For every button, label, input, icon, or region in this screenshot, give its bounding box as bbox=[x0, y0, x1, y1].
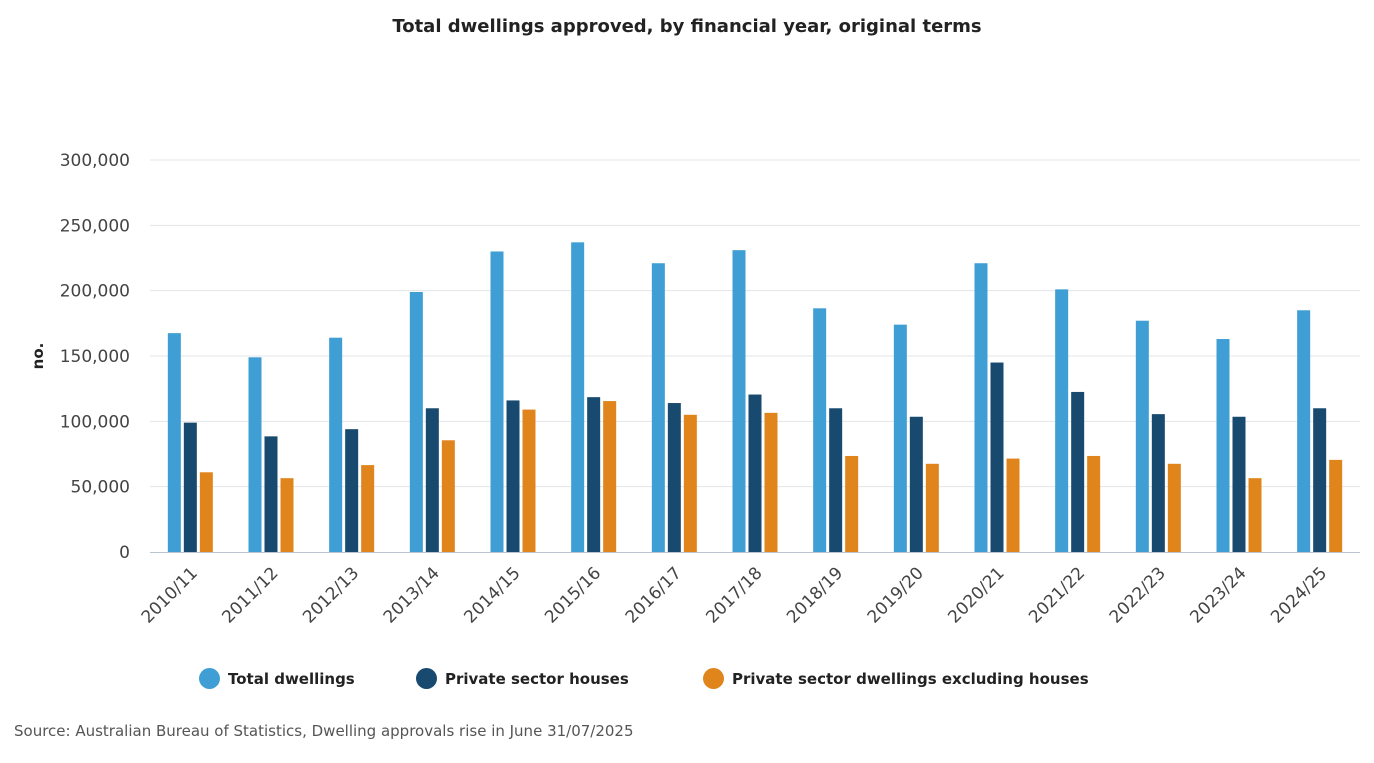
bar-private-sector-dwellings-excluding-houses-2021-22[interactable] bbox=[1087, 455, 1101, 552]
x-tick-label: 2010/11 bbox=[138, 563, 202, 627]
bar-total-dwellings-2013-14[interactable] bbox=[409, 291, 423, 552]
y-tick-label: 50,000 bbox=[71, 478, 130, 498]
bar-private-sector-houses-2020-21[interactable] bbox=[990, 362, 1004, 552]
x-tick-label: 2020/21 bbox=[944, 563, 1008, 627]
legend-item-private-sector-excluding-houses[interactable]: Private sector dwellings excluding house… bbox=[703, 668, 1089, 689]
x-tick-label: 2018/19 bbox=[783, 563, 847, 627]
x-tick-label: 2012/13 bbox=[299, 563, 363, 627]
bar-total-dwellings-2015-16[interactable] bbox=[571, 242, 585, 552]
bar-private-sector-dwellings-excluding-houses-2015-16[interactable] bbox=[603, 401, 617, 552]
bar-private-sector-houses-2021-22[interactable] bbox=[1071, 391, 1085, 552]
bar-private-sector-dwellings-excluding-houses-2017-18[interactable] bbox=[764, 412, 778, 552]
x-tick-label: 2021/22 bbox=[1025, 563, 1089, 627]
bar-private-sector-houses-2011-12[interactable] bbox=[264, 436, 278, 552]
x-tick-label: 2019/20 bbox=[864, 563, 928, 627]
bar-private-sector-dwellings-excluding-houses-2012-13[interactable] bbox=[361, 465, 375, 552]
bar-private-sector-houses-2022-23[interactable] bbox=[1151, 414, 1165, 552]
y-tick-label: 100,000 bbox=[60, 412, 130, 432]
bar-total-dwellings-2016-17[interactable] bbox=[651, 263, 665, 552]
bar-private-sector-houses-2016-17[interactable] bbox=[667, 403, 681, 552]
bar-total-dwellings-2020-21[interactable] bbox=[974, 263, 988, 552]
bars bbox=[167, 242, 1343, 552]
y-axis-ticks: 0 50,000 100,000 150,000 200,000 250,000 300,0… bbox=[60, 151, 130, 563]
y-axis-label: no. bbox=[29, 343, 47, 370]
bar-private-sector-houses-2023-24[interactable] bbox=[1232, 416, 1246, 552]
bar-private-sector-dwellings-excluding-houses-2020-21[interactable] bbox=[1006, 458, 1020, 552]
y-tick-label: 0 bbox=[119, 543, 130, 563]
bar-private-sector-houses-2018-19[interactable] bbox=[829, 408, 843, 552]
bar-private-sector-dwellings-excluding-houses-2018-19[interactable] bbox=[845, 455, 859, 552]
bar-total-dwellings-2011-12[interactable] bbox=[248, 357, 262, 552]
chart-title: Total dwellings approved, by financial y… bbox=[392, 16, 982, 37]
x-tick-label: 2013/14 bbox=[380, 563, 444, 627]
legend-label: Private sector houses bbox=[445, 669, 629, 688]
bar-private-sector-houses-2012-13[interactable] bbox=[345, 429, 359, 552]
bar-total-dwellings-2023-24[interactable] bbox=[1216, 339, 1230, 552]
bar-private-sector-houses-2019-20[interactable] bbox=[909, 416, 923, 552]
bar-private-sector-houses-2024-25[interactable] bbox=[1313, 408, 1327, 552]
bar-total-dwellings-2022-23[interactable] bbox=[1135, 320, 1149, 552]
x-tick-label: 2015/16 bbox=[541, 563, 605, 627]
bar-private-sector-dwellings-excluding-houses-2019-20[interactable] bbox=[925, 463, 939, 552]
bar-private-sector-houses-2010-11[interactable] bbox=[183, 422, 197, 552]
x-axis-ticks: 2010/11 2011/12 2012/13 2013/14 2014/15 2015/… bbox=[138, 563, 1331, 627]
bar-total-dwellings-2018-19[interactable] bbox=[813, 308, 827, 552]
y-tick-label: 250,000 bbox=[60, 216, 130, 236]
bar-private-sector-dwellings-excluding-houses-2010-11[interactable] bbox=[199, 472, 213, 552]
legend-item-total-dwellings[interactable]: Total dwellings bbox=[199, 668, 355, 689]
bar-total-dwellings-2017-18[interactable] bbox=[732, 250, 746, 552]
bar-private-sector-houses-2017-18[interactable] bbox=[748, 394, 762, 552]
x-tick-label: 2014/15 bbox=[460, 563, 524, 627]
source-note: Source: Australian Bureau of Statistics,… bbox=[14, 722, 634, 740]
x-tick-label: 2023/24 bbox=[1186, 563, 1250, 627]
bar-private-sector-dwellings-excluding-houses-2013-14[interactable] bbox=[441, 440, 455, 552]
bar-private-sector-houses-2014-15[interactable] bbox=[506, 400, 520, 552]
bar-private-sector-houses-2015-16[interactable] bbox=[587, 397, 601, 552]
bar-private-sector-dwellings-excluding-houses-2011-12[interactable] bbox=[280, 478, 294, 552]
legend-swatch-total-dwellings bbox=[199, 668, 220, 689]
y-tick-label: 300,000 bbox=[60, 151, 130, 171]
bar-private-sector-dwellings-excluding-houses-2022-23[interactable] bbox=[1167, 463, 1181, 552]
legend: Total dwellings Private sector houses Pr… bbox=[0, 668, 1374, 698]
bar-private-sector-dwellings-excluding-houses-2024-25[interactable] bbox=[1329, 459, 1343, 552]
bar-private-sector-dwellings-excluding-houses-2023-24[interactable] bbox=[1248, 478, 1262, 552]
y-tick-label: 200,000 bbox=[60, 282, 130, 302]
y-tick-label: 150,000 bbox=[60, 347, 130, 367]
bar-total-dwellings-2021-22[interactable] bbox=[1055, 289, 1069, 552]
x-tick-label: 2017/18 bbox=[702, 563, 766, 627]
x-tick-label: 2022/23 bbox=[1106, 563, 1170, 627]
legend-swatch-private-sector-excluding-houses bbox=[703, 668, 724, 689]
bar-private-sector-dwellings-excluding-houses-2016-17[interactable] bbox=[683, 414, 697, 552]
x-tick-label: 2016/17 bbox=[622, 563, 686, 627]
bar-total-dwellings-2024-25[interactable] bbox=[1297, 310, 1311, 552]
x-tick-label: 2024/25 bbox=[1267, 563, 1331, 627]
bar-private-sector-houses-2013-14[interactable] bbox=[425, 408, 439, 552]
bar-total-dwellings-2010-11[interactable] bbox=[167, 333, 181, 552]
legend-label: Total dwellings bbox=[228, 669, 355, 688]
legend-item-private-sector-houses[interactable]: Private sector houses bbox=[416, 668, 629, 689]
x-tick-label: 2011/12 bbox=[218, 563, 282, 627]
legend-swatch-private-sector-houses bbox=[416, 668, 437, 689]
bar-total-dwellings-2019-20[interactable] bbox=[893, 324, 907, 552]
bar-private-sector-dwellings-excluding-houses-2014-15[interactable] bbox=[522, 409, 536, 552]
bar-total-dwellings-2014-15[interactable] bbox=[490, 251, 504, 552]
bar-total-dwellings-2012-13[interactable] bbox=[329, 337, 343, 552]
legend-label: Private sector dwellings excluding house… bbox=[732, 669, 1089, 688]
